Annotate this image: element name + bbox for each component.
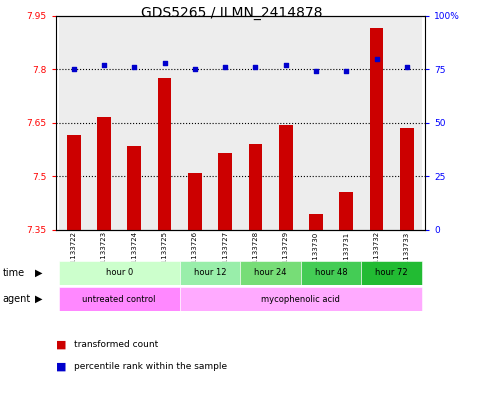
Bar [210,16,241,230]
Text: mycophenolic acid: mycophenolic acid [261,295,341,303]
Bar [67,135,81,230]
Bar [249,144,262,230]
Bar [149,16,180,230]
Bar [58,287,180,311]
Bar [218,153,232,230]
Bar [400,128,413,230]
Point [252,64,259,70]
Text: transformed count: transformed count [74,340,158,349]
Bar [392,16,422,230]
Text: hour 72: hour 72 [375,268,408,277]
Text: hour 0: hour 0 [105,268,133,277]
Text: ■: ■ [56,340,66,350]
Text: untreated control: untreated control [83,295,156,303]
Bar [331,16,361,230]
Point [130,64,138,70]
Bar [58,16,89,230]
Text: agent: agent [2,294,30,304]
Bar [180,261,241,285]
Bar [158,78,171,230]
Bar [309,214,323,230]
Bar [241,16,270,230]
Bar [180,16,210,230]
Text: ▶: ▶ [35,268,43,278]
Text: hour 12: hour 12 [194,268,226,277]
Point [342,68,350,75]
Point [161,60,169,66]
Point [221,64,229,70]
Text: ▶: ▶ [35,294,43,304]
Bar [97,118,111,230]
Point [100,62,108,68]
Point [403,64,411,70]
Bar [119,16,149,230]
Point [191,66,199,72]
Bar [370,28,384,230]
Text: percentile rank within the sample: percentile rank within the sample [74,362,227,371]
Point [70,66,78,72]
Bar [89,16,119,230]
Bar [279,125,293,230]
Text: hour 24: hour 24 [255,268,287,277]
Bar [361,261,422,285]
Bar [128,146,141,230]
Point [282,62,290,68]
Bar [301,16,331,230]
Bar [340,193,353,230]
Bar [180,287,422,311]
Point [312,68,320,75]
Text: hour 48: hour 48 [315,268,347,277]
Text: time: time [2,268,25,278]
Bar [58,261,180,285]
Bar [270,16,301,230]
Bar [188,173,202,230]
Bar [361,16,392,230]
Bar [301,261,361,285]
Point [373,55,381,62]
Text: GDS5265 / ILMN_2414878: GDS5265 / ILMN_2414878 [141,6,323,20]
Bar [241,261,301,285]
Text: ■: ■ [56,361,66,371]
